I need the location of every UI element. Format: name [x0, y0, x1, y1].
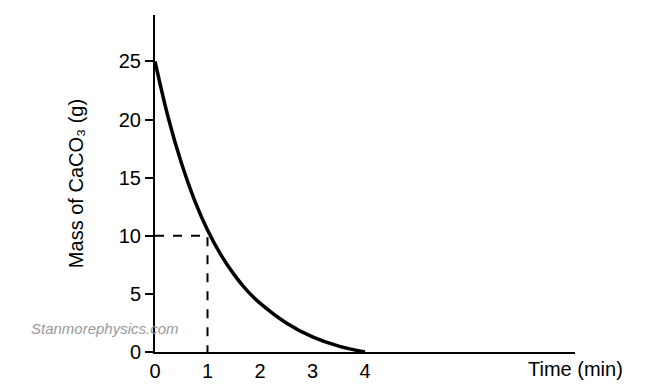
svg-text:10: 10 [119, 225, 141, 247]
svg-text:0: 0 [149, 360, 160, 382]
svg-text:5: 5 [130, 283, 141, 305]
svg-text:15: 15 [119, 167, 141, 189]
svg-text:1: 1 [202, 360, 213, 382]
svg-text:4: 4 [359, 360, 370, 382]
svg-text:3: 3 [307, 360, 318, 382]
svg-text:2: 2 [254, 360, 265, 382]
svg-text:0: 0 [130, 341, 141, 363]
svg-text:Mass of CaCO₃ (g): Mass of CaCO₃ (g) [65, 99, 87, 268]
svg-text:25: 25 [119, 50, 141, 72]
svg-text:Stanmorephysics.com: Stanmorephysics.com [31, 320, 179, 337]
svg-text:Time (min): Time (min) [528, 358, 623, 380]
svg-text:20: 20 [119, 109, 141, 131]
